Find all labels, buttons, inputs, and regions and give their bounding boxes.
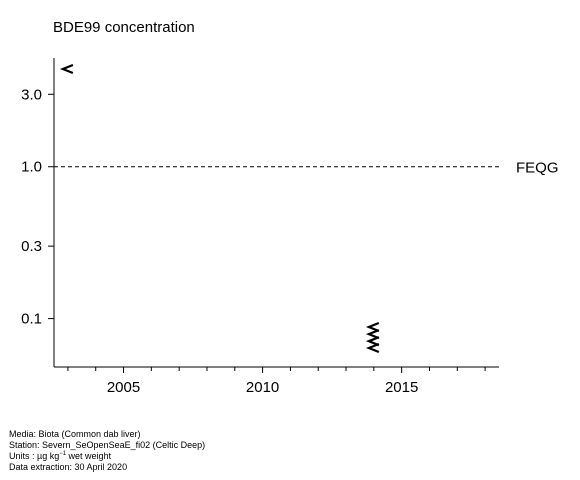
reference-line-label: FEQG [516,160,559,177]
y-tick-label: 3.0 [21,86,42,103]
y-tick-label: 1.0 [21,159,42,176]
data-point [59,63,74,75]
reference-line-group: FEQG [54,160,559,177]
data-points [59,63,380,354]
data-point [365,329,380,340]
data-point [365,336,380,347]
footer-media: Media: Biota (Common dab liver) [9,429,141,439]
footer-extraction: Data extraction: 30 April 2020 [9,462,128,472]
footer-station: Station: Severn_SeOpenSeaE_fi02 (Celtic … [9,440,206,450]
y-tick-label: 0.1 [21,311,42,328]
chart-title: BDE99 concentration [53,19,195,36]
x-tick-label: 2010 [246,379,279,396]
x-tick-label: 2015 [385,379,418,396]
footer-units-exp: −1 [59,451,67,457]
footer-units: Units : µg kg−1 wet weight [9,451,205,462]
footer-units-suffix: wet weight [66,451,112,461]
data-point [365,343,380,354]
y-tick-label: 0.3 [21,238,42,255]
axes: 2005 2010 2015 0.1 0.3 1.0 3.0 [21,58,499,396]
footer-units-prefix: Units : µg kg [9,451,60,461]
data-point [365,322,380,333]
footer-notes: Media: Biota (Common dab liver) Station:… [9,429,205,473]
x-tick-label: 2005 [107,379,140,396]
